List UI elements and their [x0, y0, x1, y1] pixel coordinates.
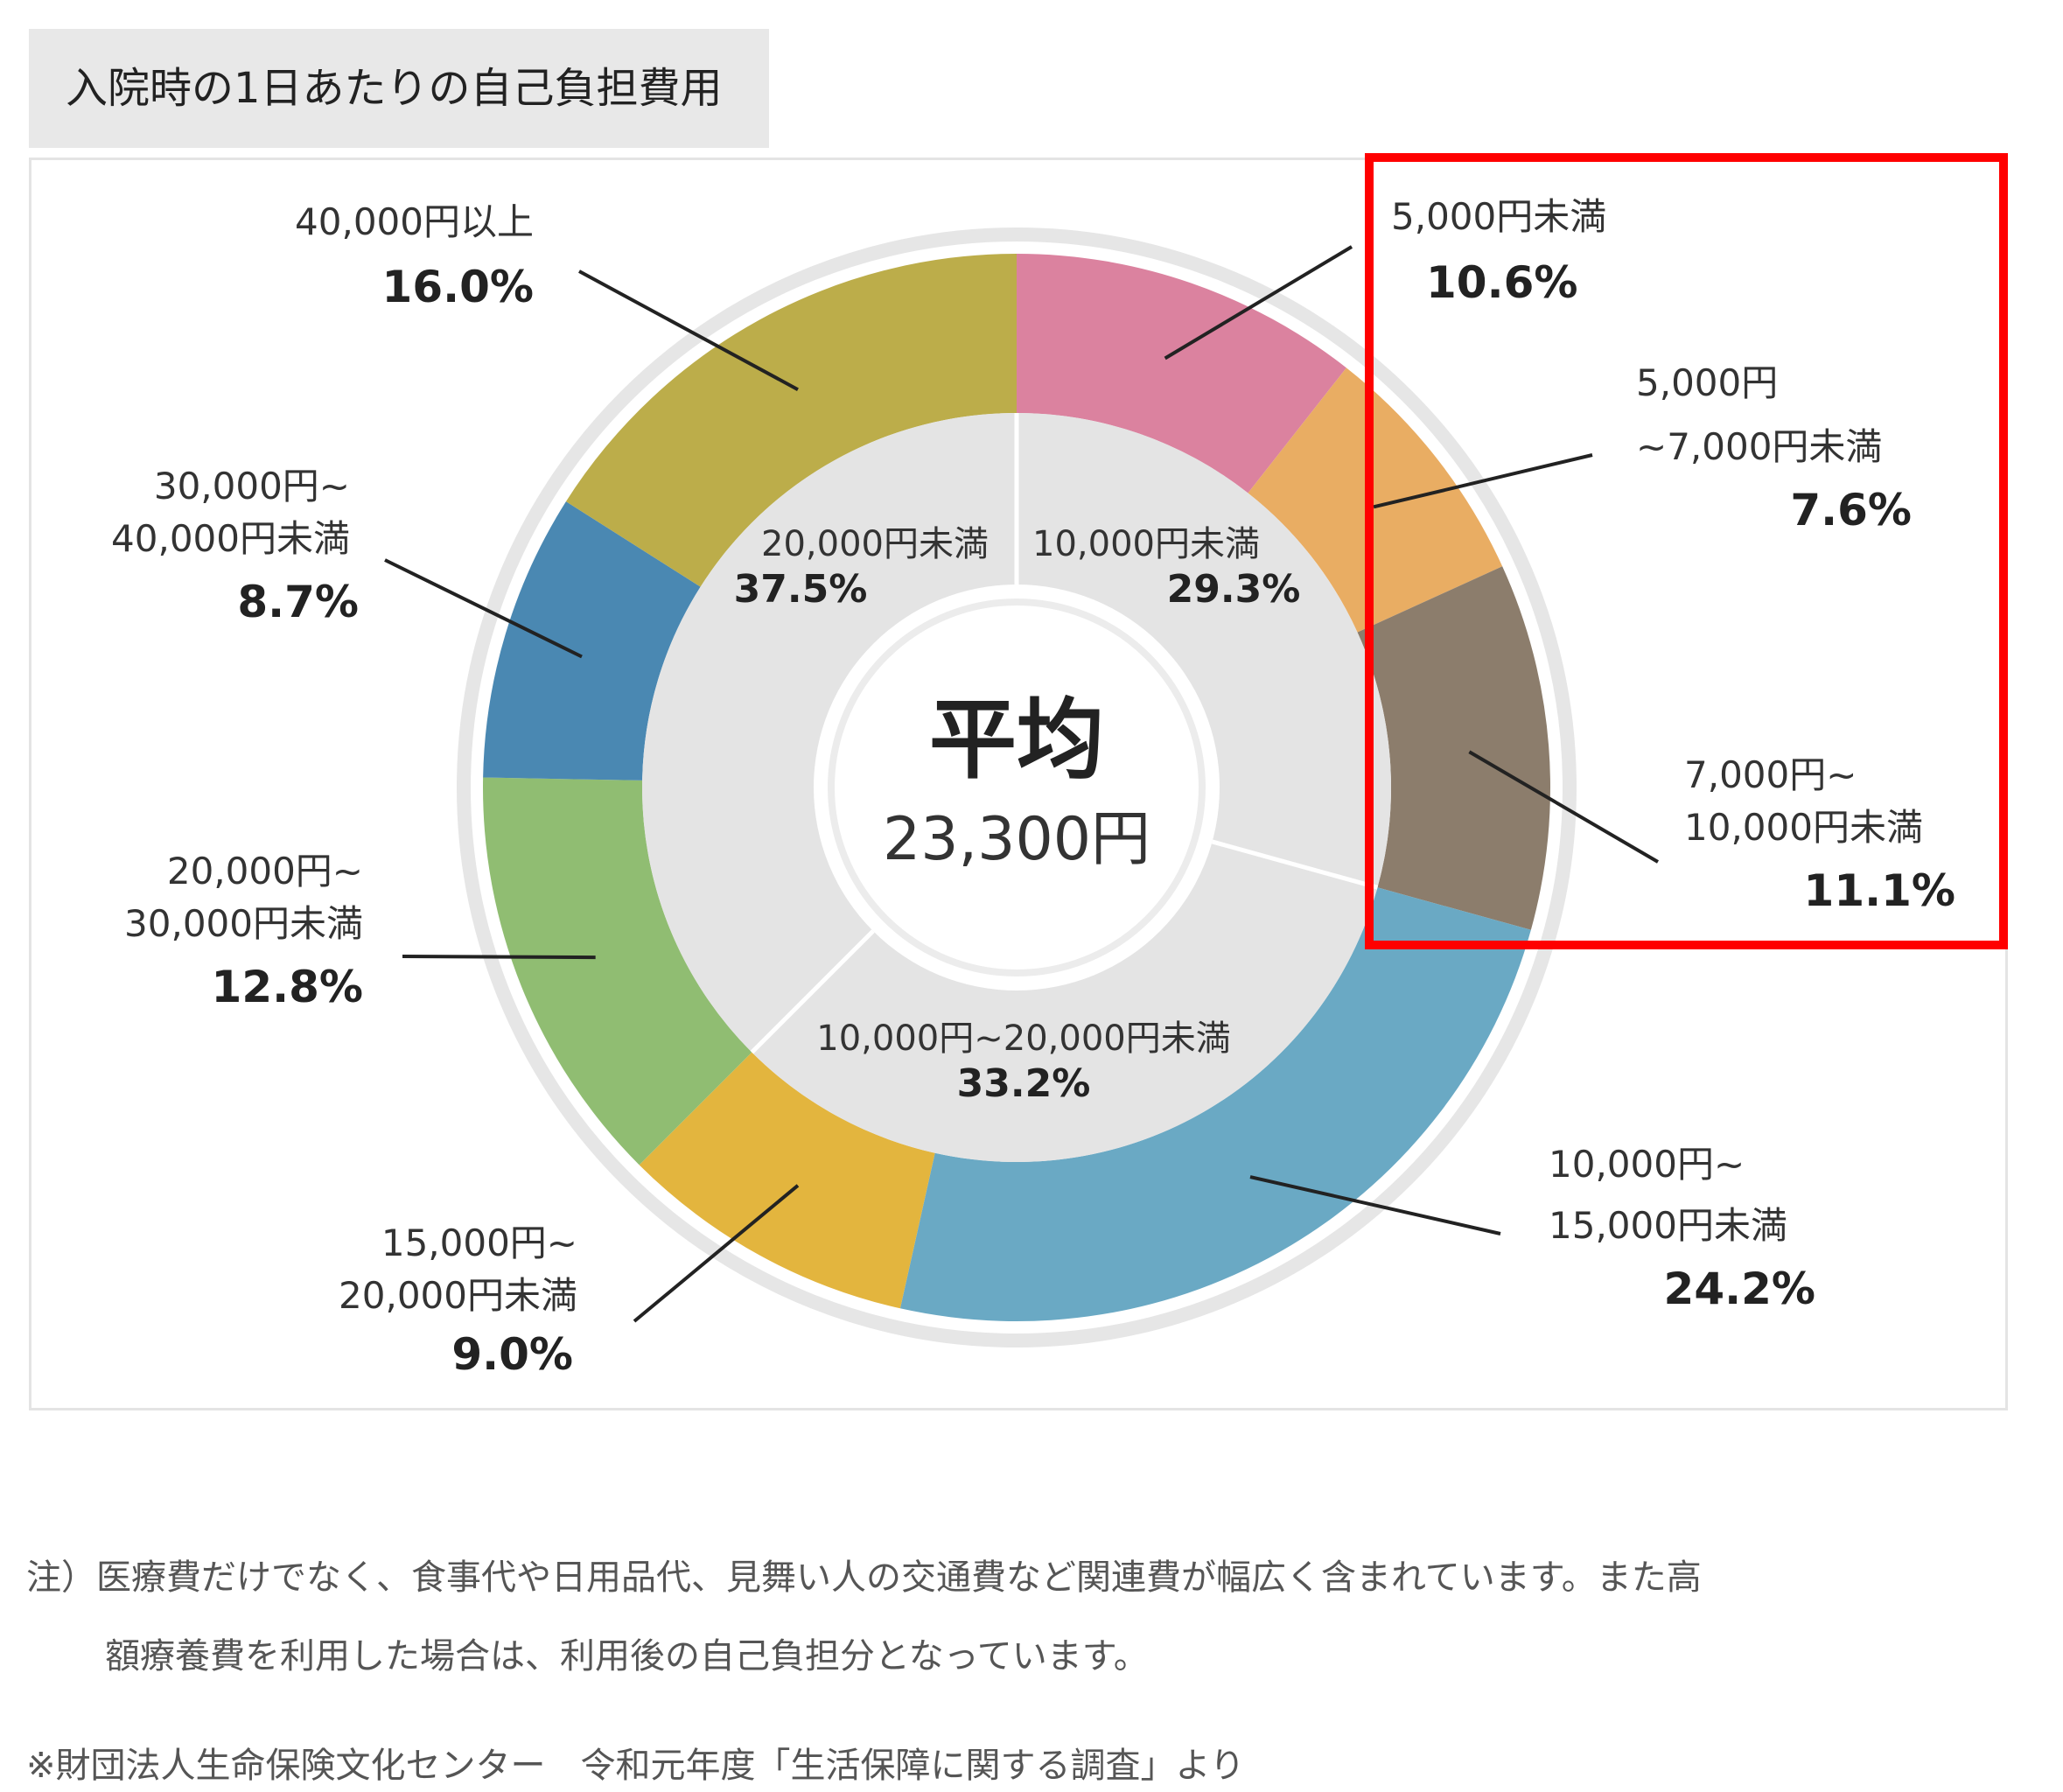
outer-label-5-line-2: 20,000円未満: [339, 1274, 577, 1317]
inner-label-1: 10,000円未満: [1032, 524, 1260, 564]
outer-value-7: 8.7%: [237, 577, 359, 627]
outer-label-6-line-2: 30,000円未満: [124, 902, 363, 945]
outer-value-5: 9.0%: [451, 1329, 573, 1380]
outer-value-1: 10.6%: [1426, 257, 1577, 308]
outer-label-3-line-1: 7,000円~: [1684, 753, 1857, 796]
outer-halo-ring: [457, 228, 1577, 1348]
outer-label-5-line-1: 15,000円~: [381, 1222, 577, 1264]
leader-line-6: [402, 955, 596, 960]
outer-label-4-line-1: 10,000円~: [1549, 1143, 1745, 1186]
outer-label-8-line-1: 40,000円以上: [295, 200, 534, 243]
outer-slice-8: [565, 254, 1017, 587]
inner-divider-2: [1211, 839, 1379, 890]
leader-line-5: [633, 1184, 800, 1323]
note-line-1-continued: 額療養費を利用した場合は、利用後の自己負担分となっています。: [105, 1636, 1149, 1676]
inner-divider-3: [750, 929, 875, 1054]
leader-line-8: [578, 270, 799, 391]
outer-value-8: 16.0%: [382, 262, 534, 312]
outer-slice-2: [1248, 368, 1503, 633]
inner-value-2: 33.2%: [957, 1061, 1091, 1106]
leader-line-4: [1249, 1175, 1501, 1236]
outer-label-3-line-2: 10,000円未満: [1684, 806, 1923, 849]
outer-label-7-line-1: 30,000円~: [154, 465, 350, 508]
note-line-1: 注）医療費だけでなく、食事代や日用品代、見舞い人の交通費など関連費が幅広く含まれ…: [26, 1558, 1702, 1598]
inner-label-3: 20,000円未満: [761, 524, 989, 564]
inner-value-3: 37.5%: [734, 567, 868, 612]
outer-slice-5: [639, 1052, 935, 1309]
chart-title-box: 入院時の1日あたりの自己負担費用: [29, 29, 769, 148]
leader-line-1: [1164, 245, 1353, 360]
source-note: ※財団法人生命保険文化センター 令和元年度「生活保障に関する調査」より: [26, 1746, 1245, 1786]
outer-slice-3: [1357, 566, 1550, 930]
outer-value-2: 7.6%: [1790, 485, 1912, 536]
outer-value-3: 11.1%: [1804, 865, 1955, 916]
inner-value-1: 29.3%: [1167, 567, 1301, 612]
outer-value-6: 12.8%: [212, 962, 363, 1012]
leader-line-3: [1468, 750, 1660, 864]
outer-label-7-line-2: 40,000円未満: [111, 517, 350, 560]
chart-title: 入院時の1日あたりの自己負担費用: [66, 64, 723, 113]
highlight-box: [1365, 153, 2008, 949]
inner-label-2: 10,000円~20,000円未満: [816, 1018, 1230, 1059]
center-hole: [828, 598, 1206, 976]
outer-slice-7: [483, 501, 701, 780]
outer-label-1-line-1: 5,000円未満: [1391, 195, 1606, 238]
outer-label-2-line-2: ~7,000円未満: [1636, 425, 1882, 468]
leader-line-7: [384, 558, 583, 659]
outer-label-6-line-1: 20,000円~: [167, 850, 363, 892]
center-label: 平均: [929, 689, 1104, 791]
outer-slice-4: [899, 887, 1531, 1321]
outer-slice-1: [1017, 254, 1346, 494]
center-value: 23,300円: [883, 805, 1150, 874]
outer-value-4: 24.2%: [1664, 1264, 1815, 1314]
outer-label-2-line-1: 5,000円: [1636, 361, 1778, 404]
leader-line-2: [1373, 453, 1593, 509]
outer-slice-6: [483, 777, 752, 1166]
outer-label-4-line-2: 15,000円未満: [1549, 1204, 1787, 1247]
